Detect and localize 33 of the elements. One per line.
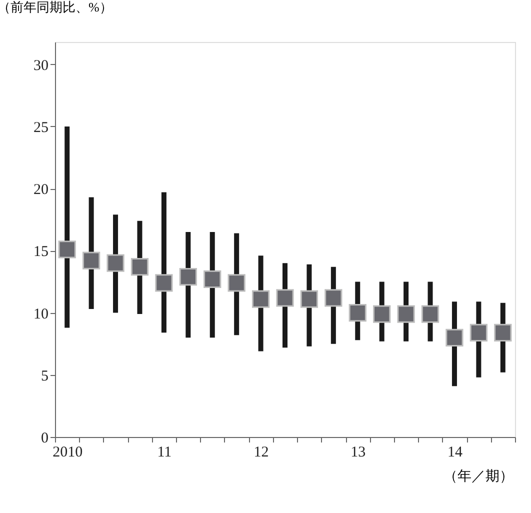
y-tick-label: 5 — [41, 368, 48, 384]
y-tick-label: 25 — [34, 120, 48, 136]
point — [130, 258, 149, 276]
x-tick-label: 14 — [447, 444, 463, 460]
point — [276, 289, 294, 307]
point — [446, 328, 464, 346]
x-tick-label: 13 — [350, 444, 366, 460]
point — [348, 304, 366, 322]
point — [179, 268, 197, 286]
point — [324, 289, 342, 307]
point — [228, 274, 246, 292]
x-tick-label: 11 — [157, 444, 172, 460]
y-tick-label: 30 — [34, 58, 48, 74]
x-axis-title: （年／期） — [444, 468, 514, 484]
point — [397, 305, 415, 323]
y-tick-label: 15 — [34, 244, 48, 260]
point — [155, 274, 173, 292]
point — [252, 290, 270, 308]
x-tick-label: 2010 — [52, 444, 83, 460]
y-tick-label: 0 — [41, 430, 48, 446]
point — [470, 324, 488, 342]
point — [494, 324, 512, 342]
point — [58, 240, 76, 258]
x-tick-label: 12 — [254, 444, 269, 460]
y-axis-title: （前年同期比、%） — [0, 0, 112, 14]
y-tick-label: 20 — [34, 182, 48, 198]
y-tick-label: 10 — [34, 306, 48, 322]
point — [204, 270, 222, 288]
point — [82, 252, 100, 270]
point — [373, 305, 391, 323]
point — [421, 305, 440, 323]
point — [300, 290, 318, 308]
point — [106, 254, 124, 272]
